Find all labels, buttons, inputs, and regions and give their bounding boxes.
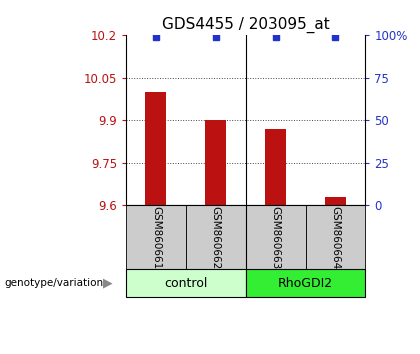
Bar	[325, 197, 346, 205]
Bar	[145, 92, 166, 205]
Text: GSM860662: GSM860662	[211, 206, 221, 269]
Text: RhoGDI2: RhoGDI2	[278, 277, 333, 290]
Text: GSM860663: GSM860663	[270, 206, 281, 269]
Text: GSM860661: GSM860661	[151, 206, 161, 269]
Text: ▶: ▶	[103, 277, 113, 290]
Bar	[126, 205, 186, 269]
Bar	[246, 205, 306, 269]
Bar	[205, 120, 226, 205]
Text: control: control	[164, 277, 207, 290]
Bar	[306, 205, 365, 269]
Bar	[246, 269, 365, 297]
Bar	[186, 205, 246, 269]
Text: genotype/variation: genotype/variation	[4, 278, 103, 288]
Bar	[265, 129, 286, 205]
Title: GDS4455 / 203095_at: GDS4455 / 203095_at	[162, 16, 330, 33]
Bar	[126, 269, 246, 297]
Text: GSM860664: GSM860664	[331, 206, 341, 269]
